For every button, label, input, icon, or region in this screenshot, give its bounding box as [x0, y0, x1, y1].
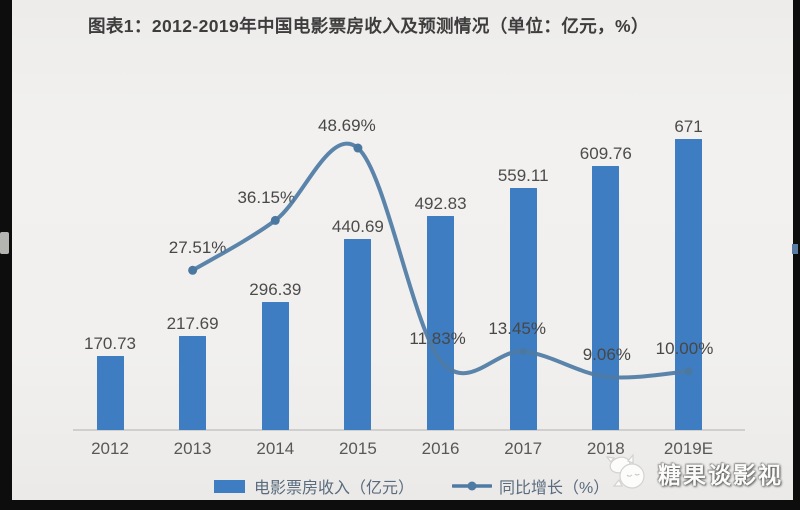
legend-line-marker-icon — [452, 481, 493, 491]
growth-value-label-2015: 48.69% — [318, 116, 376, 136]
x-axis-line — [73, 429, 745, 431]
candy-mascot-icon — [606, 453, 645, 489]
bar-value-label-2015: 440.69 — [331, 217, 384, 236]
x-tick-2015: 2015 — [338, 439, 377, 458]
bar-value-label-2018: 609.76 — [579, 143, 632, 163]
growth-value-label-2013: 27.51% — [168, 238, 227, 258]
right-black-border — [793, 0, 800, 510]
bar-value-label-2012: 170.73 — [84, 334, 136, 353]
bottom-black-border — [0, 500, 800, 510]
watermark: 糖果谈影视 — [606, 450, 783, 496]
x-tick-2012: 2012 — [91, 439, 129, 458]
x-tick-2019E: 2019E — [663, 439, 714, 458]
bar-value-label-2019E: 671 — [674, 117, 703, 137]
legend-label-growth: 同比增长（%） — [499, 480, 610, 497]
revenue-bar-2012 — [96, 356, 124, 430]
left-black-border — [0, 0, 12, 510]
x-tick-2018: 2018 — [586, 439, 625, 458]
x-tick-2016: 2016 — [421, 439, 460, 458]
bar-value-label-2017: 559.11 — [497, 165, 549, 185]
x-tick-2014: 2014 — [256, 439, 295, 458]
growth-value-label-2014: 36.15% — [237, 188, 296, 208]
edge-artifact-gray — [0, 232, 9, 254]
x-tick-2013: 2013 — [173, 439, 212, 458]
growth-value-label-2019E: 10.00% — [655, 339, 714, 359]
chart-title: 图表1：2012-2019年中国电影票房收入及预测情况（单位：亿元，%） — [88, 16, 649, 36]
watermark-text: 糖果谈影视 — [658, 462, 783, 488]
legend-label-box-office: 电影票房收入（亿元） — [254, 480, 415, 497]
bar-value-label-2016: 492.83 — [414, 194, 467, 214]
bar-value-label-2013: 217.69 — [166, 313, 219, 333]
chart-legend: 电影票房收入（亿元） 同比增长（%） — [214, 477, 610, 497]
legend-bar-swatch-icon — [214, 479, 245, 493]
edge-artifact-blue — [792, 244, 798, 254]
bar-value-label-2014: 296.39 — [249, 279, 302, 299]
x-tick-2017: 2017 — [504, 439, 543, 458]
growth-value-label-2017: 13.45% — [488, 319, 547, 339]
